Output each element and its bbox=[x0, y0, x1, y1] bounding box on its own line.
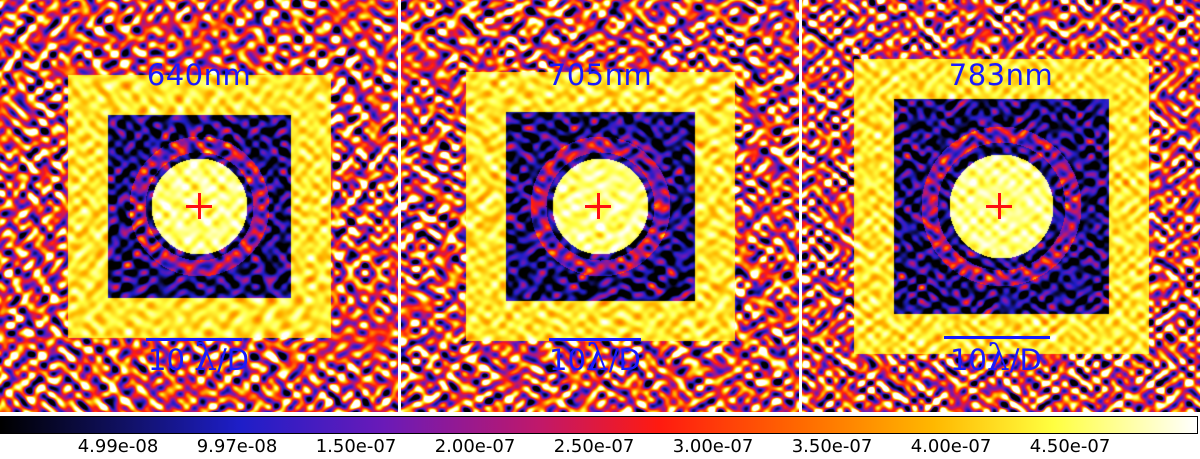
panel-705nm: 705nm 10λ/D bbox=[401, 0, 799, 412]
panel-640nm: 640nm 10 λ/D bbox=[0, 0, 398, 412]
colorbar-tick: 9.97e-08 bbox=[196, 436, 278, 457]
panel-783nm: 783nm 10λ/D bbox=[802, 0, 1200, 412]
colorbar-tick: 4.99e-08 bbox=[77, 436, 159, 457]
scale-bar-label: 10 λ/D bbox=[148, 338, 249, 379]
lambda-symbol: λ bbox=[585, 338, 609, 379]
scale-bar bbox=[146, 338, 242, 341]
scale-bar bbox=[549, 338, 641, 341]
scale-unit: /D bbox=[1009, 343, 1042, 377]
scale-bar-label: 10λ/D bbox=[549, 338, 641, 379]
colorbar-tick: 1.50e-07 bbox=[315, 436, 397, 457]
wavelength-label: 705nm bbox=[547, 58, 653, 92]
colorbar-tick: 3.50e-07 bbox=[791, 436, 873, 457]
colorbar bbox=[0, 416, 1198, 434]
wavelength-label: 640nm bbox=[146, 58, 252, 92]
center-marker bbox=[585, 193, 611, 219]
lambda-symbol: λ bbox=[986, 338, 1010, 379]
scale-bar-label: 10λ/D bbox=[950, 338, 1042, 379]
scale-bar bbox=[944, 336, 1050, 339]
scale-unit: /D bbox=[216, 343, 250, 377]
scale-unit: /D bbox=[608, 343, 641, 377]
colorbar-tick: 4.50e-07 bbox=[1029, 436, 1111, 457]
colorbar-tick: 2.00e-07 bbox=[434, 436, 516, 457]
colorbar-tick: 2.50e-07 bbox=[553, 436, 635, 457]
center-marker bbox=[986, 193, 1012, 219]
scale-number: 10 bbox=[950, 343, 987, 377]
scale-number: 10 bbox=[148, 343, 185, 377]
lambda-symbol: λ bbox=[194, 338, 217, 379]
center-marker bbox=[186, 193, 212, 219]
scale-number: 10 bbox=[549, 343, 586, 377]
colorbar-tick: 3.00e-07 bbox=[672, 436, 754, 457]
wavelength-label: 783nm bbox=[948, 58, 1054, 92]
colorbar-tick: 4.00e-07 bbox=[910, 436, 992, 457]
